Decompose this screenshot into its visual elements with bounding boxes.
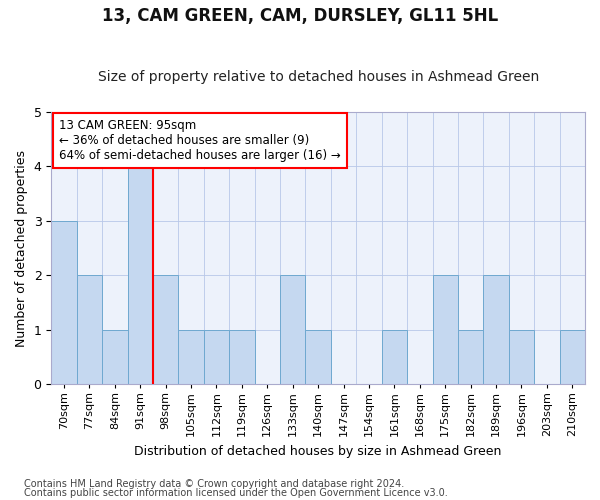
Title: Size of property relative to detached houses in Ashmead Green: Size of property relative to detached ho… [98, 70, 539, 85]
Bar [178, 330, 204, 384]
Bar [560, 330, 585, 384]
Text: 13 CAM GREEN: 95sqm
← 36% of detached houses are smaller (9)
64% of semi-detache: 13 CAM GREEN: 95sqm ← 36% of detached ho… [59, 119, 341, 162]
Bar [128, 166, 153, 384]
Bar [102, 330, 128, 384]
Bar [458, 330, 484, 384]
Text: Contains HM Land Registry data © Crown copyright and database right 2024.: Contains HM Land Registry data © Crown c… [24, 479, 404, 489]
Text: 13, CAM GREEN, CAM, DURSLEY, GL11 5HL: 13, CAM GREEN, CAM, DURSLEY, GL11 5HL [102, 8, 498, 26]
Text: Contains public sector information licensed under the Open Government Licence v3: Contains public sector information licen… [24, 488, 448, 498]
X-axis label: Distribution of detached houses by size in Ashmead Green: Distribution of detached houses by size … [134, 444, 502, 458]
Y-axis label: Number of detached properties: Number of detached properties [15, 150, 28, 346]
Bar [51, 221, 77, 384]
Bar [229, 330, 254, 384]
Bar [433, 276, 458, 384]
Bar [382, 330, 407, 384]
Bar [280, 276, 305, 384]
Bar [509, 330, 534, 384]
Bar [204, 330, 229, 384]
Bar [484, 276, 509, 384]
Bar [77, 276, 102, 384]
Bar [305, 330, 331, 384]
Bar [153, 276, 178, 384]
